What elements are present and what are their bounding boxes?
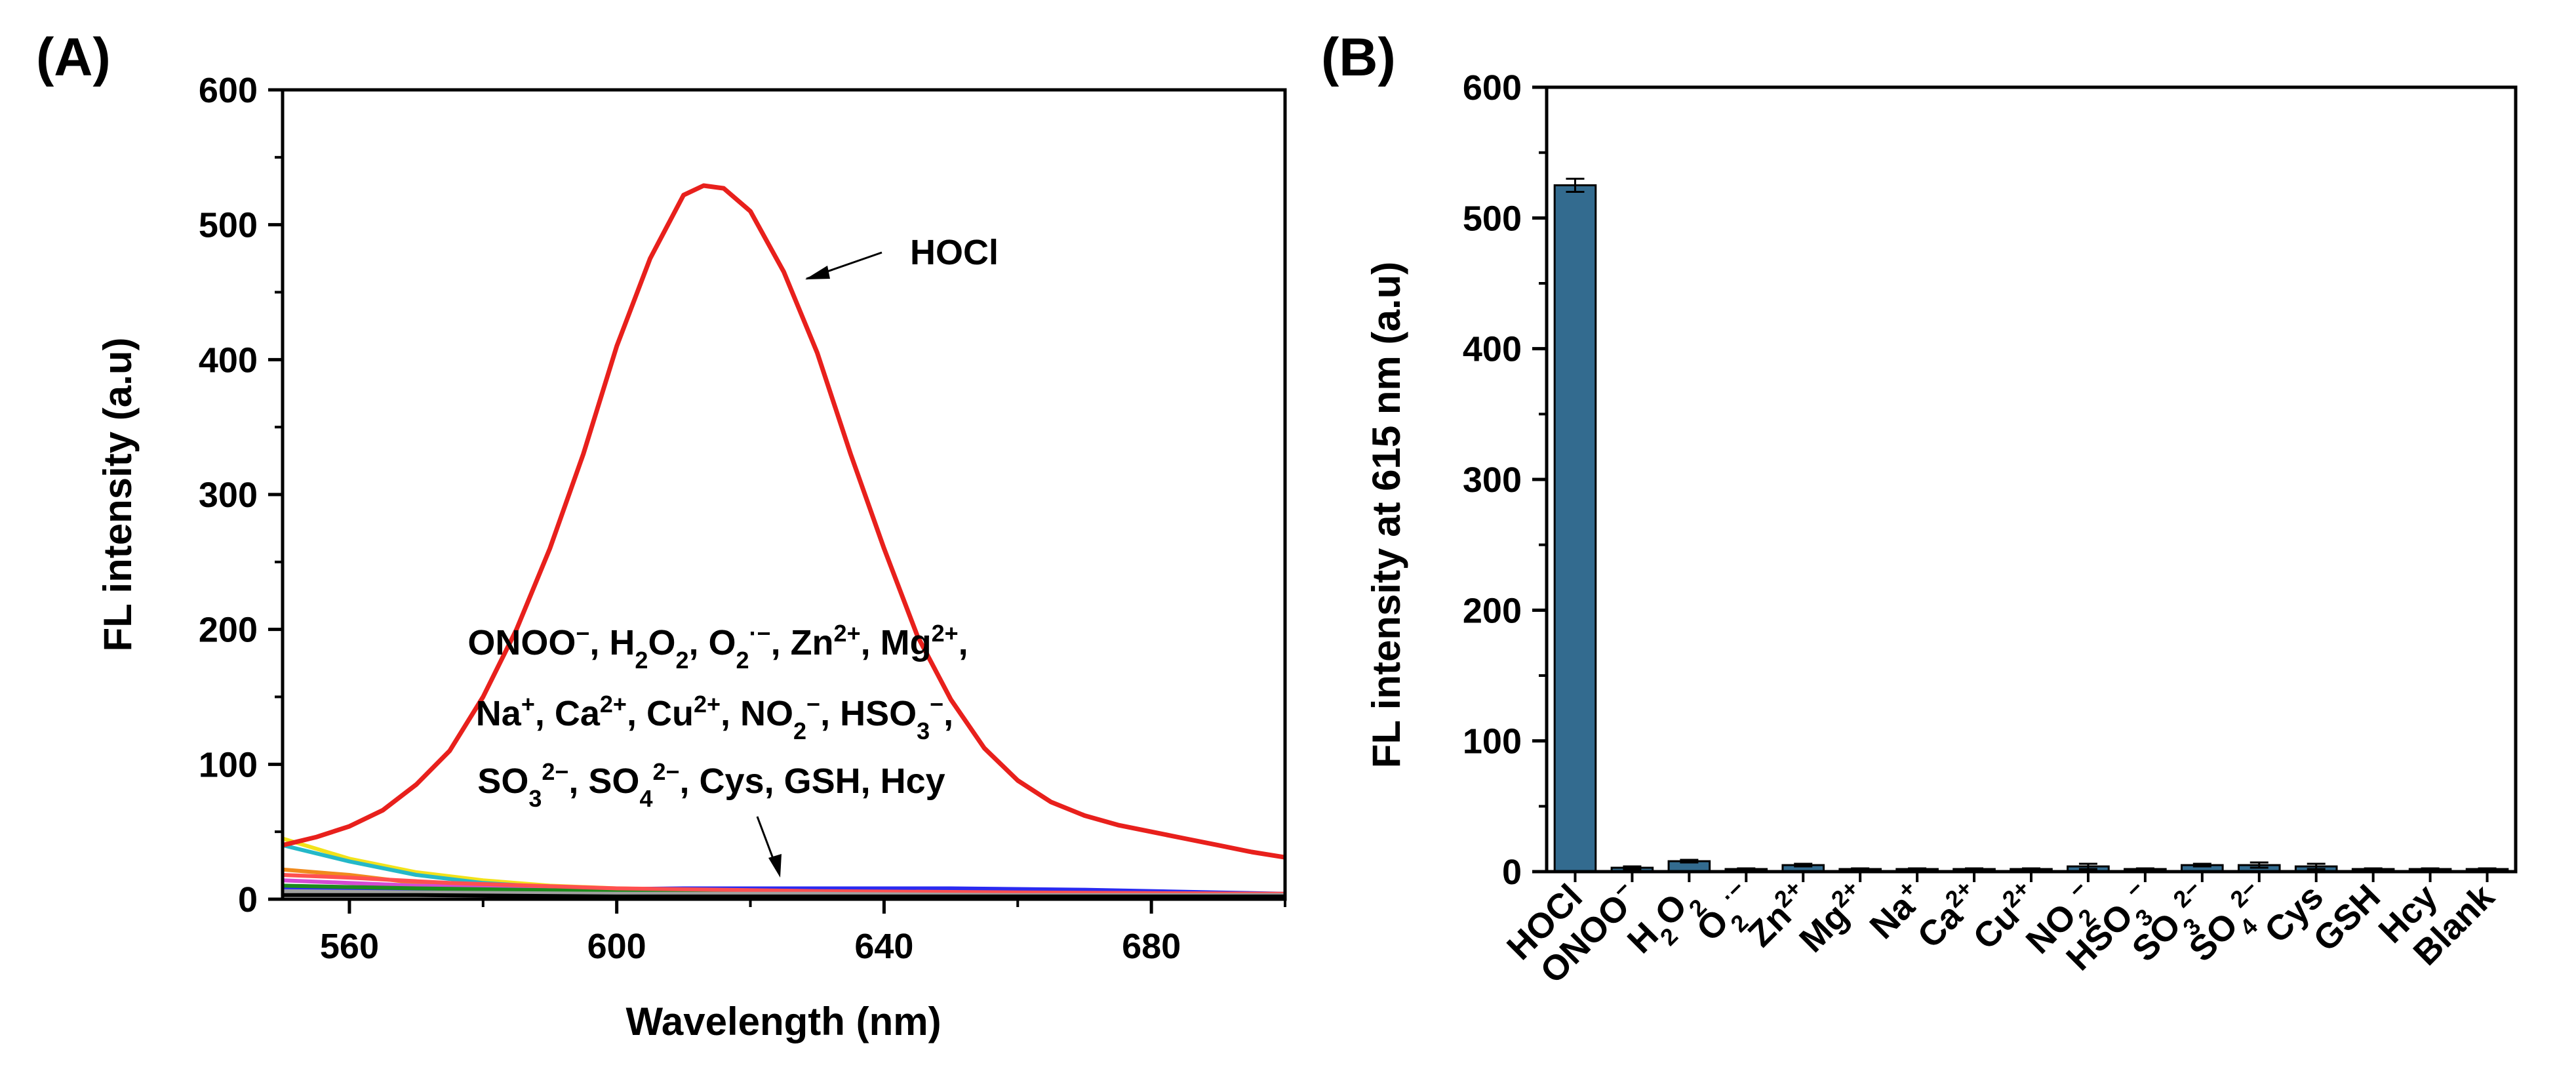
interferent-arrow-head <box>768 854 782 878</box>
series-line-blank <box>283 893 1285 899</box>
y-tick-label: 500 <box>199 206 258 245</box>
bar-group <box>1553 178 2509 873</box>
hocl-arrow-head <box>805 266 830 279</box>
y-axis-title: FL intensity (a.u) <box>96 338 140 652</box>
y-tick-label: 0 <box>1502 853 1522 892</box>
y-tick-label: 0 <box>238 880 258 920</box>
x-tick-label: 560 <box>320 927 379 966</box>
y-tick-label: 400 <box>1463 330 1522 369</box>
bar-y-axis-title: FL intensity at 615 nm (a.u) <box>1364 262 1408 768</box>
y-tick-label: 400 <box>199 340 258 380</box>
interferent-label-line-1: ONOO−, H2O2, O2·−, Zn2+, Mg2+, <box>467 620 968 674</box>
plot-a-ticks: 0 100 200 300 400 500 600 560 600 640 680 <box>199 71 1286 966</box>
hocl-annotation: HOCl <box>910 233 999 272</box>
y-tick-label: 200 <box>1463 591 1522 630</box>
x-axis-title: Wavelength (nm) <box>625 1000 941 1043</box>
category-labels: HOClONOO−H2O2O2·−Zn2+Mg2+Na+Ca2+Cu2+NO2−… <box>1499 874 2503 991</box>
y-tick-label: 100 <box>199 745 258 784</box>
panel-b-letter: (B) <box>1321 28 1396 87</box>
interferent-label-line-3: SO32−, SO42−, Cys, GSH, Hcy <box>477 758 945 812</box>
x-tick-label: 680 <box>1122 927 1181 966</box>
plot-b-frame <box>1545 85 2518 874</box>
y-tick-label: 100 <box>1463 722 1522 761</box>
interferent-label-line-2: Na+, Ca2+, Cu2+, NO2−, HSO3−, <box>476 691 953 744</box>
panel-a-letter: (A) <box>36 28 111 87</box>
category-label: Mg2+ <box>1789 874 1874 960</box>
panel-a: (A) 0 100 200 300 400 500 600 560 600 640 680 Wave… <box>36 28 1287 1043</box>
series-line-hocl <box>282 183 1286 860</box>
x-tick-label: 600 <box>587 927 646 966</box>
line-series-group <box>282 183 1286 899</box>
series-line-ca2- <box>282 873 1286 896</box>
x-tick-label: 640 <box>854 927 913 966</box>
y-tick-label: 600 <box>199 71 258 110</box>
y-tick-label: 600 <box>1463 68 1522 108</box>
bar <box>1553 184 1597 873</box>
panel-b: (B) 0 100 200 300 400 500 600 HOClONOO−H2O2O2·… <box>1321 28 2518 991</box>
y-tick-label: 200 <box>199 611 258 650</box>
y-tick-label: 300 <box>1463 460 1522 500</box>
y-tick-label: 500 <box>1463 199 1522 238</box>
plot-b-ticks: 0 100 200 300 400 500 600 <box>1463 68 2489 892</box>
y-tick-label: 300 <box>199 476 258 515</box>
